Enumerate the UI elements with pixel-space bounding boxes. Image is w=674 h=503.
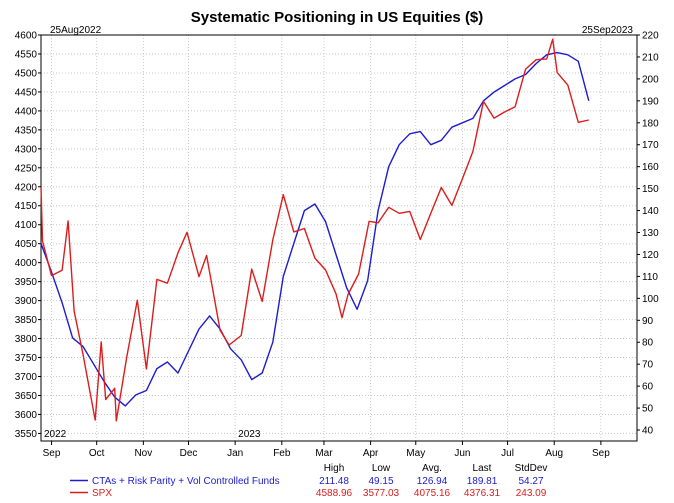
x-tick-label: Jun xyxy=(454,448,470,459)
x-tick-label: Apr xyxy=(363,448,379,459)
legend-series-name: CTAs + Risk Parity + Vol Controlled Fund… xyxy=(92,476,280,487)
legend-header: StdDev xyxy=(515,463,548,474)
legend-stat-value: 189.81 xyxy=(467,476,498,487)
y-left-tick-label: 4550 xyxy=(15,49,38,60)
y-left-tick-label: 4200 xyxy=(15,182,38,193)
y-left-tick-label: 3600 xyxy=(15,410,38,421)
x-tick-label: May xyxy=(406,448,425,459)
legend-stat-value: 3577.03 xyxy=(363,488,400,499)
y-left-tick-label: 4400 xyxy=(15,106,38,117)
end-date-label: 25Sep2023 xyxy=(582,25,634,36)
y-left-tick-label: 4250 xyxy=(15,163,38,174)
y-right-tick-label: 180 xyxy=(642,118,659,129)
y-left-tick-label: 4600 xyxy=(15,31,38,42)
y-right-tick-label: 200 xyxy=(642,74,659,85)
legend-stat-value: 54.27 xyxy=(518,476,543,487)
x-tick-label: Jul xyxy=(501,448,514,459)
y-right-tick-label: 60 xyxy=(642,382,654,393)
y-left-tick-label: 4000 xyxy=(15,258,38,269)
y-right-tick-label: 130 xyxy=(642,228,659,239)
y-left-tick-label: 4300 xyxy=(15,144,38,155)
x-tick-label: Dec xyxy=(180,448,198,459)
x-tick-label: Sep xyxy=(43,448,61,459)
plot-frame xyxy=(40,34,638,442)
y-left-tick-label: 3650 xyxy=(15,391,38,402)
x-tick-label: Feb xyxy=(273,448,291,459)
legend-header: High xyxy=(324,463,345,474)
y-right-tick-label: 70 xyxy=(642,360,654,371)
year-label: 2022 xyxy=(44,429,67,440)
start-date-label: 25Aug2022 xyxy=(50,25,102,36)
legend-stat-value: 4588.96 xyxy=(316,488,353,499)
y-right-tick-label: 110 xyxy=(642,272,658,283)
y-left-tick-label: 3950 xyxy=(15,277,38,288)
y-left-tick-label: 3800 xyxy=(15,334,38,345)
x-tick-label: Jan xyxy=(227,448,243,459)
legend-header: Low xyxy=(372,463,391,474)
series-line-spx xyxy=(40,38,589,422)
year-label: 2023 xyxy=(238,429,261,440)
legend-series-name: SPX xyxy=(92,488,112,499)
y-right-tick-label: 120 xyxy=(642,250,659,261)
y-right-tick-label: 170 xyxy=(642,140,659,151)
y-left-tick-label: 4500 xyxy=(15,68,38,79)
y-right-tick-label: 210 xyxy=(642,52,659,63)
chart-title: Systematic Positioning in US Equities ($… xyxy=(191,9,484,26)
legend-header: Avg. xyxy=(422,463,442,474)
legend-header: Last xyxy=(473,463,492,474)
x-tick-label: Mar xyxy=(315,448,333,459)
x-tick-label: Nov xyxy=(134,448,152,459)
x-tick-label: Aug xyxy=(545,448,563,459)
legend: High Low Avg. Last StdDev CTAs + Risk Parity … xyxy=(70,463,547,499)
legend-stat-value: 4075.16 xyxy=(414,488,451,499)
y-right-tick-label: 220 xyxy=(642,31,659,42)
y-left-tick-label: 3750 xyxy=(15,353,38,364)
y-left-tick-label: 4150 xyxy=(15,201,38,212)
y-left-tick-label: 4050 xyxy=(15,239,38,250)
y-left-tick-label: 4100 xyxy=(15,220,38,231)
series-line-positioning xyxy=(40,51,590,407)
y-right-tick-label: 40 xyxy=(642,426,654,437)
legend-stat-value: 4376.31 xyxy=(464,488,501,499)
y-left-tick-label: 3700 xyxy=(15,372,38,383)
y-left-tick-label: 4450 xyxy=(15,87,38,98)
legend-stat-value: 49.15 xyxy=(368,476,393,487)
axes: Sep Oct Nov Dec Jan Feb Mar Apr May Jun Jul Aug Sep 3… xyxy=(15,31,659,460)
y-right-tick-label: 50 xyxy=(642,404,654,415)
legend-stat-value: 126.94 xyxy=(417,476,448,487)
series xyxy=(40,38,590,422)
y-right-tick-label: 190 xyxy=(642,96,659,107)
y-left-tick-label: 3850 xyxy=(15,315,38,326)
legend-stat-value: 243.09 xyxy=(516,488,547,499)
legend-stat-value: 211.48 xyxy=(319,476,349,487)
y-left-tick-label: 4350 xyxy=(15,125,38,136)
grid xyxy=(41,34,637,441)
x-tick-label: Oct xyxy=(89,448,105,459)
y-right-tick-label: 90 xyxy=(642,316,654,327)
y-right-tick-label: 150 xyxy=(642,184,659,195)
y-right-tick-label: 160 xyxy=(642,162,659,173)
y-right-tick-label: 80 xyxy=(642,338,654,349)
y-left-tick-label: 3550 xyxy=(15,429,38,440)
y-left-tick-label: 3900 xyxy=(15,296,38,307)
y-right-tick-label: 140 xyxy=(642,206,659,217)
y-right-tick-label: 100 xyxy=(642,294,659,305)
x-tick-label: Sep xyxy=(592,448,610,459)
